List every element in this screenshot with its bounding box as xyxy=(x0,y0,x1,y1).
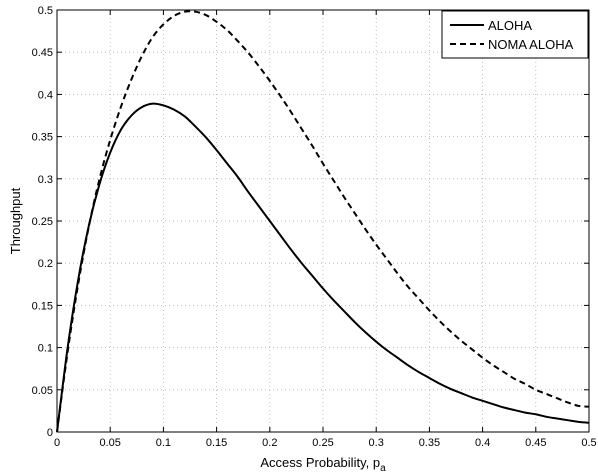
y-tick-label: 0.15 xyxy=(32,300,53,312)
x-tick-label: 0.25 xyxy=(312,437,333,449)
legend-label-aloha: ALOHA xyxy=(488,18,532,33)
x-tick-label: 0 xyxy=(54,437,60,449)
y-tick-label: 0.2 xyxy=(38,258,53,270)
x-tick-labels: 0 0.05 0.1 0.15 0.2 0.25 0.3 0.35 0.4 0.45 0.5 xyxy=(54,437,597,449)
x-tick-label: 0.5 xyxy=(581,437,596,449)
legend-label-noma-aloha: NOMA ALOHA xyxy=(488,37,574,52)
x-axis-label: Access Probability, pa xyxy=(260,455,386,474)
y-tick-label: 0.3 xyxy=(38,174,53,186)
x-axis-label-main: Access Probability, p xyxy=(260,455,380,470)
y-tick-label: 0.4 xyxy=(38,89,53,101)
grid-lines xyxy=(57,10,589,432)
y-axis-label: Throughput xyxy=(8,187,23,254)
y-tick-label: 0.05 xyxy=(32,385,53,397)
series-line-aloha xyxy=(56,102,590,433)
x-tick-label: 0.15 xyxy=(206,437,227,449)
y-tick-label: 0.45 xyxy=(32,47,53,59)
x-axis-label-subscript: a xyxy=(380,463,386,474)
x-tick-label: 0.2 xyxy=(262,437,277,449)
x-tick-label: 0.1 xyxy=(156,437,171,449)
legend: ALOHA NOMA ALOHA xyxy=(441,10,589,59)
y-tick-label: 0.35 xyxy=(32,132,53,144)
x-tick-label: 0.05 xyxy=(99,437,120,449)
y-tick-labels: 0 0.05 0.1 0.15 0.2 0.25 0.3 0.35 0.4 0.45 0.5 xyxy=(32,5,53,439)
y-tick-label: 0 xyxy=(47,427,53,439)
series-line-noma-aloha xyxy=(56,10,590,433)
x-tick-label: 0.35 xyxy=(419,437,440,449)
y-tick-label: 0.25 xyxy=(32,216,53,228)
y-tick-label: 0.1 xyxy=(38,343,53,355)
x-tick-label: 0.45 xyxy=(525,437,546,449)
x-tick-label: 0.4 xyxy=(475,437,490,449)
y-tick-label: 0.5 xyxy=(38,5,53,17)
x-tick-label: 0.3 xyxy=(369,437,384,449)
series-lines xyxy=(56,10,590,433)
legend-box xyxy=(441,10,589,59)
